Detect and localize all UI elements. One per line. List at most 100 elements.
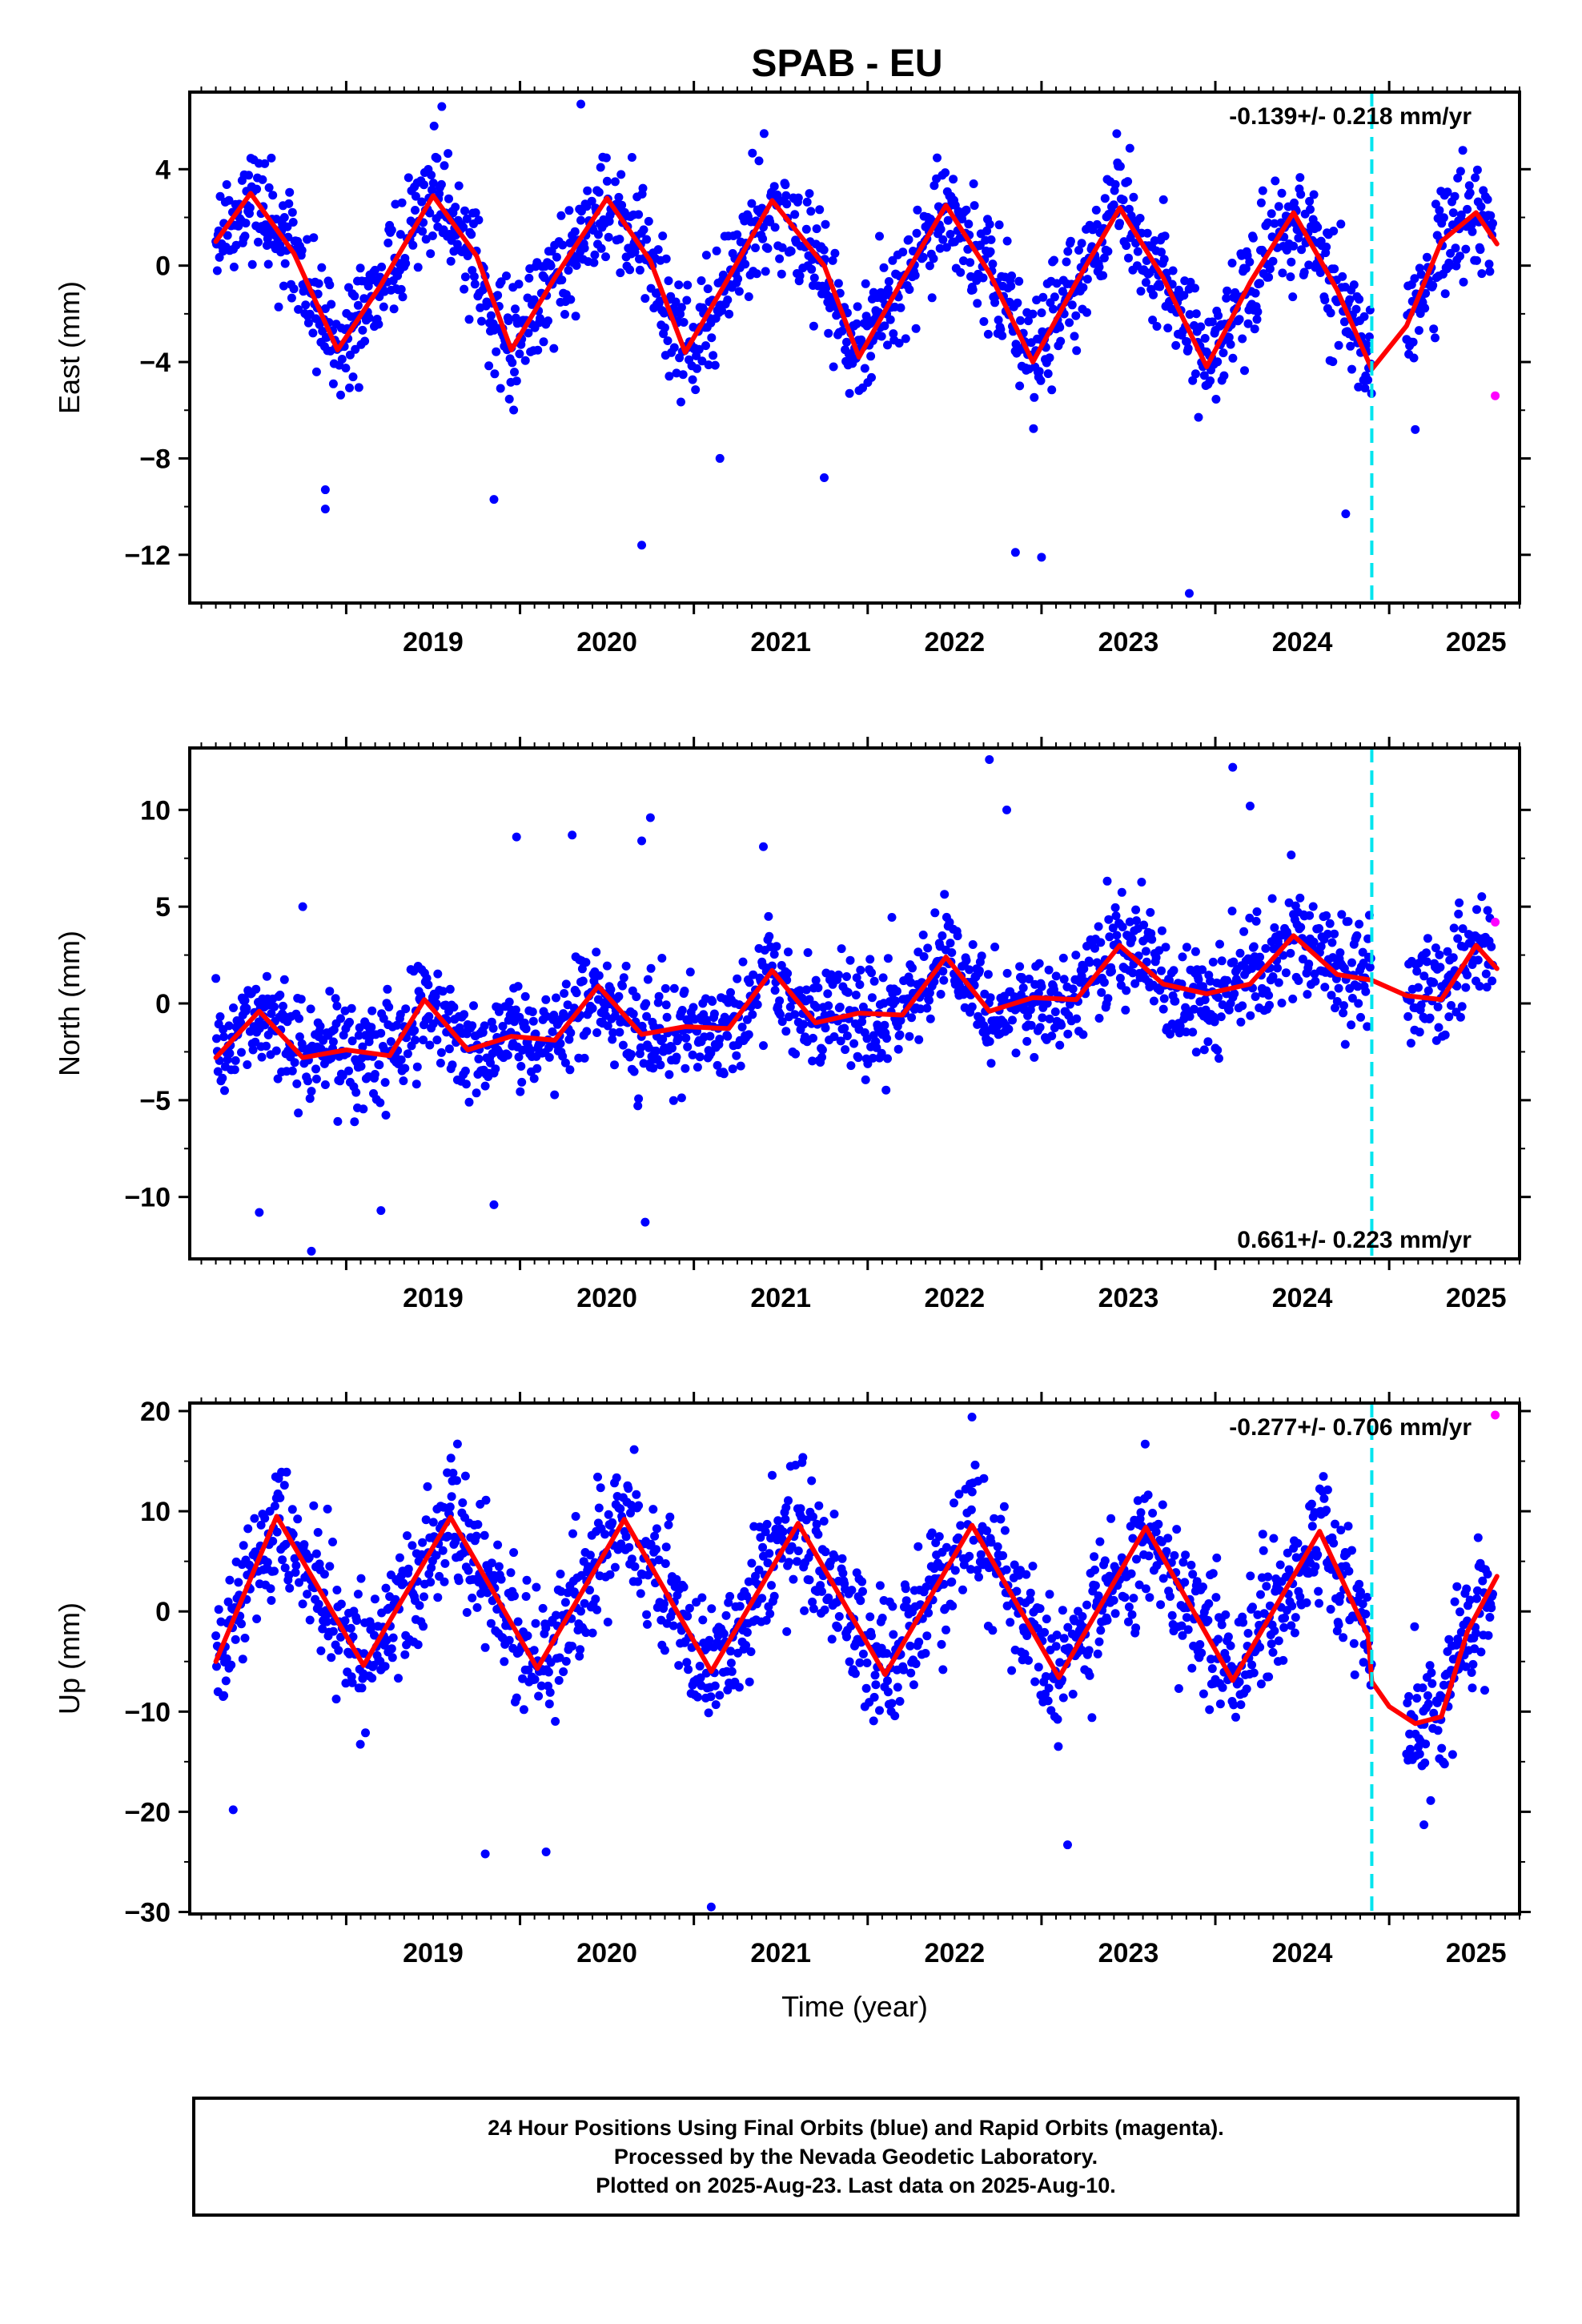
final-orbit-point bbox=[1199, 1045, 1209, 1055]
final-orbit-point bbox=[930, 181, 939, 191]
final-orbit-point bbox=[866, 352, 876, 361]
final-orbit-point bbox=[660, 323, 669, 332]
final-orbit-point bbox=[1109, 200, 1118, 210]
final-orbit-point bbox=[425, 1040, 435, 1050]
final-orbit-point bbox=[1434, 1023, 1443, 1032]
final-orbit-point bbox=[590, 250, 600, 259]
final-orbit-point bbox=[545, 1687, 555, 1697]
final-orbit-point bbox=[1004, 1024, 1014, 1034]
final-orbit-point bbox=[741, 259, 750, 269]
final-orbit-point bbox=[1072, 346, 1082, 356]
final-orbit-point bbox=[610, 1060, 619, 1070]
final-orbit-point bbox=[1128, 1534, 1138, 1543]
final-orbit-point bbox=[1177, 1621, 1186, 1630]
final-orbit-point bbox=[580, 243, 589, 253]
final-orbit-point bbox=[538, 1603, 548, 1613]
final-orbit-point bbox=[1115, 974, 1125, 983]
final-orbit-point bbox=[732, 1051, 741, 1060]
final-orbit-point bbox=[1322, 242, 1331, 251]
final-orbit-point bbox=[262, 241, 271, 250]
final-orbit-point bbox=[392, 1020, 402, 1030]
final-orbit-point bbox=[943, 215, 953, 225]
final-orbit-point bbox=[821, 219, 830, 229]
final-orbit-point bbox=[512, 1693, 521, 1703]
final-orbit-point bbox=[809, 273, 819, 283]
final-orbit-point bbox=[237, 1619, 246, 1629]
final-orbit-point bbox=[1269, 1534, 1279, 1543]
final-orbit-point bbox=[1299, 267, 1309, 277]
final-orbit-point bbox=[359, 294, 369, 304]
final-orbit-point bbox=[404, 1564, 413, 1574]
final-orbit-point bbox=[1050, 292, 1059, 302]
final-orbit-point bbox=[460, 206, 469, 215]
final-orbit-point bbox=[267, 153, 276, 163]
final-orbit-point bbox=[358, 325, 367, 335]
final-orbit-point bbox=[1199, 371, 1209, 380]
final-orbit-point bbox=[264, 183, 274, 192]
final-orbit-point bbox=[643, 975, 652, 984]
final-orbit-point bbox=[936, 224, 946, 234]
final-orbit-point bbox=[279, 213, 289, 222]
final-orbit-point bbox=[795, 986, 805, 995]
final-orbit-point bbox=[1186, 1560, 1196, 1570]
final-orbit-point bbox=[1203, 1615, 1213, 1625]
final-orbit-point bbox=[563, 1588, 572, 1598]
chart-title: SPAB - EU bbox=[751, 42, 942, 85]
final-orbit-point bbox=[781, 180, 790, 190]
final-orbit-point bbox=[861, 1683, 871, 1693]
final-orbit-point bbox=[548, 1027, 557, 1036]
final-orbit-point bbox=[1309, 190, 1319, 199]
final-orbit-point bbox=[748, 1010, 757, 1019]
final-orbit-point bbox=[966, 258, 975, 267]
final-orbit-point bbox=[616, 268, 625, 278]
final-orbit-point bbox=[1197, 1648, 1207, 1658]
final-orbit-point bbox=[1053, 1715, 1062, 1724]
final-orbit-point bbox=[454, 1576, 464, 1586]
final-orbit-point bbox=[401, 1004, 411, 1014]
final-orbit-point bbox=[1226, 1641, 1235, 1651]
final-orbit-point bbox=[426, 1578, 436, 1587]
final-orbit-point bbox=[513, 982, 523, 991]
final-orbit-point bbox=[1148, 1509, 1158, 1518]
final-orbit-point bbox=[1425, 1013, 1435, 1023]
final-orbit-point bbox=[691, 385, 701, 395]
final-orbit-point bbox=[427, 1563, 436, 1573]
x-tick-label: 2024 bbox=[1272, 1283, 1333, 1313]
final-orbit-point bbox=[1467, 220, 1476, 230]
final-orbit-point bbox=[689, 1003, 698, 1012]
final-orbit-point bbox=[1042, 1614, 1051, 1624]
final-orbit-point bbox=[661, 254, 671, 263]
final-orbit-point bbox=[1157, 926, 1166, 935]
final-orbit-point bbox=[516, 1087, 525, 1096]
final-orbit-point bbox=[1050, 985, 1058, 995]
final-orbit-point bbox=[893, 1044, 903, 1054]
final-orbit-point bbox=[386, 1037, 396, 1047]
final-orbit-point bbox=[733, 230, 742, 239]
final-orbit-point bbox=[966, 1565, 975, 1574]
final-orbit-point bbox=[1267, 1639, 1276, 1649]
final-orbit-point bbox=[894, 339, 904, 348]
final-orbit-point bbox=[982, 226, 992, 235]
final-orbit-point bbox=[296, 995, 306, 1004]
final-orbit-point bbox=[552, 1610, 560, 1620]
final-orbit-point bbox=[1051, 1642, 1061, 1651]
final-orbit-point bbox=[588, 1003, 597, 1013]
final-orbit-point bbox=[1157, 247, 1166, 257]
final-orbit-point bbox=[1090, 1565, 1099, 1574]
final-orbit-point bbox=[348, 372, 358, 382]
final-orbit-point bbox=[1329, 227, 1339, 235]
final-orbit-point bbox=[581, 958, 591, 967]
final-orbit-point bbox=[677, 1093, 686, 1103]
final-orbit-point bbox=[1288, 994, 1298, 1003]
final-orbit-point bbox=[718, 270, 728, 279]
final-orbit-point bbox=[820, 1605, 829, 1614]
final-orbit-point bbox=[561, 1657, 571, 1666]
final-orbit-point bbox=[516, 1062, 526, 1071]
final-orbit-point bbox=[1347, 1020, 1356, 1030]
final-orbit-point bbox=[644, 216, 653, 226]
final-orbit-point bbox=[421, 1515, 431, 1525]
final-orbit-point bbox=[1458, 146, 1468, 155]
final-orbit-point bbox=[285, 1583, 295, 1593]
final-orbit-point bbox=[888, 255, 897, 265]
final-orbit-point bbox=[1096, 1626, 1106, 1635]
